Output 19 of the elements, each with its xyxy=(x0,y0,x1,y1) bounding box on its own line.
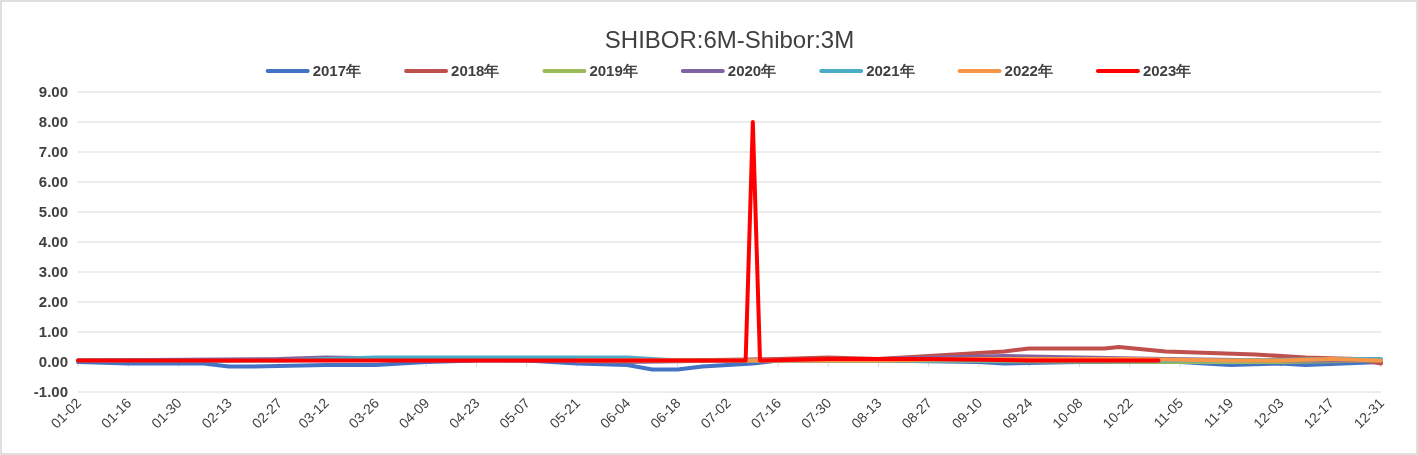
y-tick-label: 7.00 xyxy=(38,143,68,160)
legend-label: 2021年 xyxy=(866,62,915,79)
y-tick-label: 9.00 xyxy=(38,83,68,100)
y-tick-label: 2.00 xyxy=(38,293,68,310)
legend-label: 2022年 xyxy=(1004,62,1053,79)
legend-label: 2023年 xyxy=(1142,62,1192,79)
legend-label: 2018年 xyxy=(451,62,500,79)
y-tick-label: 3.00 xyxy=(38,263,68,280)
y-tick-label: 5.00 xyxy=(38,203,68,220)
chart-title: SHIBOR:6M-Shibor:3M xyxy=(604,26,855,53)
y-tick-label: 8.00 xyxy=(38,113,68,130)
legend-label: 2019年 xyxy=(589,62,638,79)
y-tick-label: -1.00 xyxy=(33,383,68,400)
y-tick-label: 0.00 xyxy=(38,353,68,370)
y-tick-label: 4.00 xyxy=(38,233,68,250)
y-tick-label: 6.00 xyxy=(38,173,68,190)
y-tick-label: 1.00 xyxy=(38,323,68,340)
legend-label: 2020年 xyxy=(727,62,777,79)
legend-label: 2017年 xyxy=(312,62,362,79)
